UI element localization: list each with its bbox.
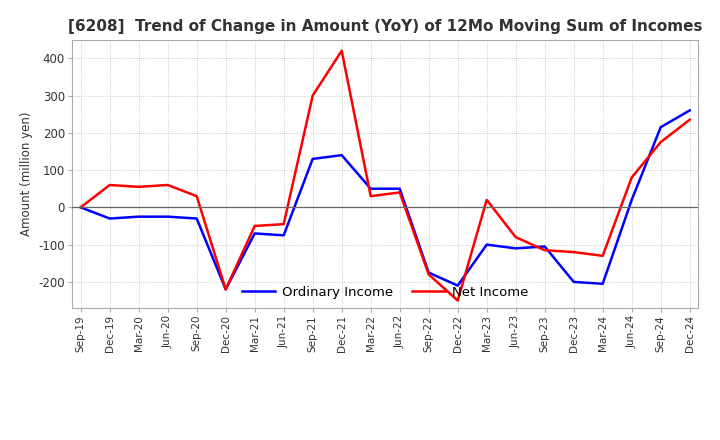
Net Income [685, 117, 694, 122]
Net Income [105, 182, 114, 187]
Ordinary Income [251, 231, 259, 236]
Net Income [570, 249, 578, 255]
Ordinary Income [105, 216, 114, 221]
Net Income [541, 248, 549, 253]
Line: Net Income: Net Income [81, 51, 690, 301]
Ordinary Income [570, 279, 578, 285]
Ordinary Income [163, 214, 172, 219]
Net Income [454, 298, 462, 303]
Ordinary Income [308, 156, 317, 161]
Line: Ordinary Income: Ordinary Income [81, 110, 690, 290]
Title: [6208]  Trend of Change in Amount (YoY) of 12Mo Moving Sum of Incomes: [6208] Trend of Change in Amount (YoY) o… [68, 19, 703, 34]
Ordinary Income [338, 153, 346, 158]
Ordinary Income [76, 205, 85, 210]
Ordinary Income [482, 242, 491, 247]
Ordinary Income [366, 186, 375, 191]
Net Income [511, 235, 520, 240]
Ordinary Income [685, 108, 694, 113]
Ordinary Income [598, 281, 607, 286]
Net Income [395, 190, 404, 195]
Ordinary Income [395, 186, 404, 191]
Ordinary Income [657, 125, 665, 130]
Net Income [598, 253, 607, 258]
Ordinary Income [424, 270, 433, 275]
Net Income [163, 182, 172, 187]
Net Income [135, 184, 143, 190]
Net Income [308, 93, 317, 98]
Ordinary Income [627, 197, 636, 202]
Ordinary Income [454, 283, 462, 288]
Ordinary Income [511, 246, 520, 251]
Net Income [76, 205, 85, 210]
Ordinary Income [279, 233, 288, 238]
Net Income [366, 194, 375, 199]
Net Income [251, 224, 259, 229]
Ordinary Income [135, 214, 143, 219]
Legend: Ordinary Income, Net Income: Ordinary Income, Net Income [237, 281, 534, 304]
Net Income [424, 272, 433, 277]
Net Income [279, 221, 288, 227]
Y-axis label: Amount (million yen): Amount (million yen) [20, 112, 33, 236]
Ordinary Income [221, 287, 230, 292]
Net Income [221, 287, 230, 292]
Net Income [627, 175, 636, 180]
Ordinary Income [541, 244, 549, 249]
Net Income [657, 139, 665, 145]
Net Income [338, 48, 346, 53]
Net Income [482, 197, 491, 202]
Ordinary Income [192, 216, 201, 221]
Net Income [192, 194, 201, 199]
